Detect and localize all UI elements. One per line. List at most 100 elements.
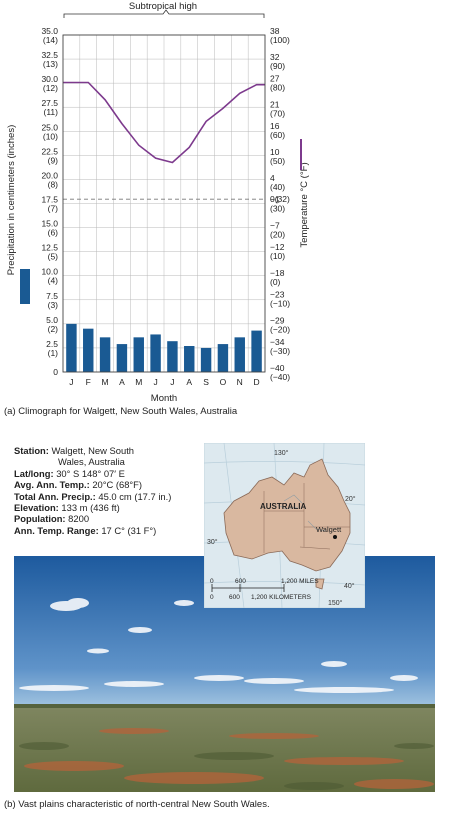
left-tick-label: 30.0 [41, 74, 58, 84]
station-row-value: 8200 [68, 513, 90, 525]
x-tick-label: F [86, 377, 91, 387]
left-axis-ticks: 35.0(14) 32.5(13) 30.0(12) 27.5(11) 25.0(10)… [41, 26, 58, 377]
right-tick-label: 32 [270, 52, 280, 62]
temperature-line [63, 81, 265, 164]
station-row-value: 17 C° (31 F°) [101, 524, 157, 536]
right-tick-sublabel: (30) [270, 204, 285, 214]
left-tick-label: 17.5 [41, 195, 58, 205]
right-tick-label: −12 [270, 242, 285, 252]
right-tick-label: −29 [270, 315, 285, 325]
left-tick-label: 12.5 [41, 243, 58, 253]
left-tick-sublabel: (14) [43, 35, 58, 45]
right-tick-sublabel: (100) [270, 35, 290, 45]
precipitation-bars [66, 323, 262, 372]
precip-bar-8 [200, 347, 212, 372]
precip-bar-9 [217, 344, 229, 372]
left-tick-sublabel: (6) [48, 228, 59, 238]
svg-text:0: 0 [210, 578, 214, 585]
station-row-label: Lat/long: [14, 467, 54, 479]
left-tick-sublabel: (13) [43, 59, 58, 69]
right-tick-label: −34 [270, 337, 285, 347]
station-row-label: Station: [14, 445, 49, 456]
australia-locator-map: AUSTRALIA Walgett 130° 150° 20° 30° 40° … [203, 442, 366, 609]
chart-title: Subtropical high [129, 1, 197, 12]
svg-text:0: 0 [210, 594, 214, 601]
right-tick-sublabel: (20) [270, 229, 285, 239]
right-tick-sublabel: (90) [270, 61, 285, 71]
station-row: Avg. Ann. Temp.: 20°C (68°F) [14, 479, 210, 490]
left-tick-sublabel: (8) [48, 179, 59, 189]
svg-text:600: 600 [229, 594, 240, 601]
chart-grid [63, 34, 265, 373]
walgett-marker [333, 535, 337, 539]
right-axis-ticks: 38(100) 32(90) 27(80) 21(70) 16(60) 10(50) 4(4… [270, 26, 290, 382]
left-tick-label: 32.5 [41, 50, 58, 60]
left-tick-label: 10.0 [41, 267, 58, 277]
station-row-value: Walgett, New South [51, 445, 135, 456]
precip-bar-7 [184, 346, 195, 372]
right-tick-sublabel: (−10) [270, 299, 290, 309]
station-row-value: 133 m (436 ft) [61, 502, 120, 514]
left-tick-label: 7.5 [46, 291, 58, 301]
station-row: Station: Walgett, New South [14, 445, 210, 456]
station-row-label: Population: [14, 513, 66, 525]
right-tick-label: 21 [270, 99, 280, 109]
right-tick-label: 0(32) [270, 194, 290, 204]
subtropical-high-bracket [63, 9, 265, 18]
landscape-photo [14, 556, 435, 792]
x-tick-label: A [119, 377, 125, 387]
right-tick-sublabel: (40) [270, 182, 285, 192]
right-tick-label: 16 [270, 121, 280, 131]
left-tick-sublabel: (10) [43, 131, 58, 141]
precip-bar-5 [150, 334, 161, 372]
map-city-label: Walgett [316, 525, 342, 534]
right-tick-sublabel: (10) [270, 251, 285, 261]
station-row-label: Total Ann. Precip.: [14, 490, 96, 502]
x-tick-label: M [135, 377, 142, 387]
x-tick-label: J [170, 377, 174, 387]
right-tick-label: −1 [270, 195, 280, 205]
right-tick-label: −18 [270, 268, 285, 278]
right-tick-sublabel: (70) [270, 108, 285, 118]
climograph: Subtropical high 35.0(14) 32.5(13) 30.0(12… [6, 1, 310, 404]
left-tick-sublabel: (3) [48, 300, 59, 310]
map-scale-bar: 0 600 1,200 MILES 0 600 1,200 KILOMETERS [210, 578, 319, 601]
x-tick-label: J [69, 377, 73, 387]
precip-bar-0 [66, 323, 77, 372]
station-row: Elevation: 133 m (436 ft) [14, 502, 210, 513]
left-tick-label: 25.0 [41, 122, 58, 132]
right-tick-label: −40 [270, 363, 285, 373]
map-lon-label-130: 130° [274, 449, 289, 457]
svg-text:600: 600 [235, 578, 246, 585]
left-tick-label: 2.5 [46, 339, 58, 349]
australia-landmass [223, 458, 351, 572]
left-tick-sublabel: (7) [48, 204, 59, 214]
right-tick-sublabel: (80) [270, 83, 285, 93]
right-tick-sublabel: (−40) [270, 372, 290, 382]
x-axis-label: Month [151, 393, 177, 404]
map-lat-label-30: 30° [207, 538, 218, 546]
left-tick-label: 22.5 [41, 146, 58, 156]
left-tick-sublabel: (4) [48, 276, 59, 286]
right-tick-sublabel: (0) [270, 277, 281, 287]
station-info: Station: Walgett, New South Wales, Austra… [14, 445, 210, 536]
precip-bar-11 [251, 330, 262, 372]
left-tick-sublabel: (11) [44, 107, 59, 117]
left-tick-label: 35.0 [41, 26, 58, 36]
map-country-label: AUSTRALIA [260, 502, 306, 511]
x-tick-label: M [102, 377, 109, 387]
station-row-label: Ann. Temp. Range: [14, 524, 99, 536]
station-row-value: Wales, Australia [58, 456, 125, 468]
station-row-label: Elevation: [14, 502, 59, 514]
caption-a: (a) Climograph for Walgett, New South Wa… [4, 406, 238, 417]
right-tick-label: 27 [270, 74, 280, 84]
station-row: Wales, Australia [14, 456, 210, 467]
x-tick-label: O [220, 377, 227, 387]
x-tick-label: S [203, 377, 209, 387]
map-lat-label-40: 40° [344, 582, 355, 590]
x-tick-label: A [186, 377, 192, 387]
svg-text:1,200 MILES: 1,200 MILES [281, 578, 319, 585]
x-tick-label: D [254, 377, 260, 387]
caption-b: (b) Vast plains characteristic of north-… [4, 799, 270, 810]
station-row: Total Ann. Precip.: 45.0 cm (17.7 in.) [14, 491, 210, 502]
